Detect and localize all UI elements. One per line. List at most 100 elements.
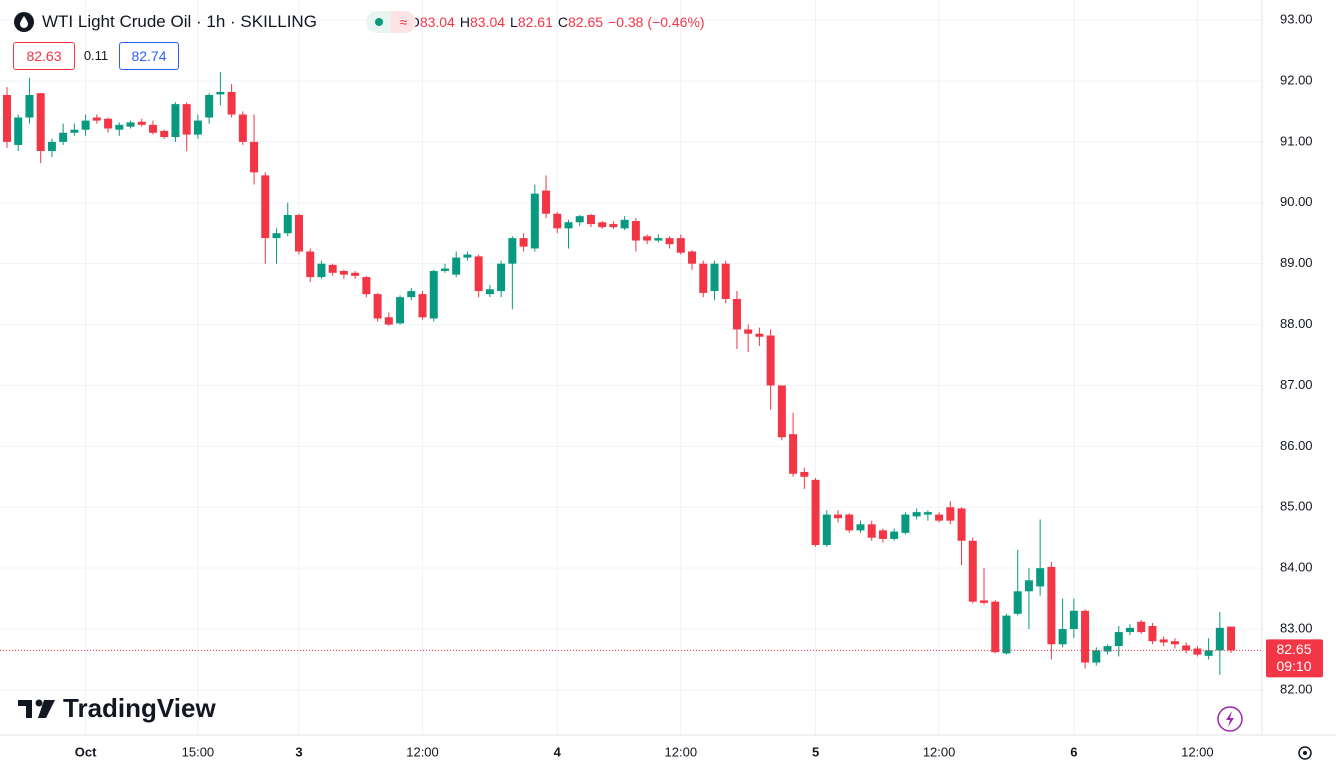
settings-button[interactable] [1298, 746, 1312, 760]
sell-button[interactable]: 82.63 [13, 42, 75, 70]
legend-label: L [510, 14, 518, 30]
candle-body [1013, 591, 1022, 614]
candle-body [1215, 627, 1224, 651]
candle-body [665, 238, 674, 245]
candle-body [811, 479, 820, 546]
candle-body [463, 254, 472, 258]
candle-body [283, 214, 292, 234]
logo-mark [35, 699, 43, 707]
lightning-button[interactable] [1217, 706, 1243, 732]
candle-body [856, 524, 865, 531]
candle-body [643, 236, 652, 241]
candle-body [1126, 627, 1134, 633]
candle-body [575, 216, 584, 223]
y-tick-label: 82.00 [1280, 681, 1313, 696]
candle-body [1002, 615, 1011, 654]
candle-body [878, 530, 887, 539]
y-tick-label: 85.00 [1280, 499, 1313, 514]
candle-body [59, 132, 68, 142]
candle-body [923, 512, 932, 515]
candles [3, 71, 1236, 675]
candle-body [688, 251, 697, 264]
y-tick-label: 87.00 [1280, 377, 1313, 392]
logo-mark [38, 700, 55, 718]
candle-body [1047, 566, 1056, 645]
candle-body [3, 94, 11, 142]
x-tick-label: 5 [812, 744, 819, 759]
legend-label: H [459, 14, 470, 30]
x-tick-label: 12:00 [665, 744, 698, 759]
candle-body [238, 114, 247, 142]
symbol-title[interactable]: WTI Light Crude Oil · 1h · SKILLING [42, 12, 317, 31]
candle-body [519, 238, 528, 247]
candle-body [1036, 568, 1045, 587]
legend-value: 83.04 [419, 14, 455, 30]
x-tick-label: 12:00 [923, 744, 956, 759]
buy-button[interactable]: 82.74 [119, 42, 179, 70]
candle-body [553, 213, 562, 229]
candle-body [1069, 610, 1078, 630]
candle-body [193, 120, 202, 135]
candle-body [339, 270, 348, 275]
candle-body [317, 263, 326, 278]
candle-body [1103, 646, 1112, 652]
candle-body [384, 317, 393, 325]
candle-body [115, 124, 124, 130]
candle-body [1182, 645, 1191, 651]
y-tick-label: 91.00 [1280, 133, 1313, 148]
candle-body [452, 257, 461, 275]
y-tick-label: 84.00 [1280, 560, 1313, 575]
candle-body [654, 238, 663, 241]
y-tick-label: 88.00 [1280, 316, 1313, 331]
candle-body [935, 514, 944, 521]
candle-body [328, 264, 337, 273]
candle-body [564, 222, 573, 229]
candle-body [957, 508, 966, 541]
candle-body [182, 104, 191, 135]
candle-body [867, 524, 876, 538]
legend-value: 82.65 [568, 14, 604, 30]
y-tick-label: 92.00 [1280, 72, 1313, 87]
candle-body [272, 233, 281, 239]
candle-body [104, 118, 113, 129]
candle-body [766, 335, 775, 386]
price-tag-value: 82.65 [1276, 641, 1311, 657]
candle-body [227, 91, 236, 115]
candle-body [755, 333, 764, 337]
candle-body [14, 117, 23, 145]
grid [0, 0, 1262, 735]
x-tick-label: 15:00 [182, 744, 215, 759]
candle-body [890, 531, 899, 539]
candle-body [396, 297, 405, 324]
candle-body [1204, 650, 1213, 656]
legend-label: C [557, 14, 568, 30]
candle-body [676, 238, 685, 253]
x-tick-label: 12:00 [1181, 744, 1214, 759]
candle-body [294, 214, 303, 252]
candle-body [980, 600, 989, 603]
candle-body [1137, 621, 1146, 633]
spread: 0.11 [83, 47, 109, 63]
candle-body [1058, 629, 1067, 645]
y-tick-label: 93.00 [1280, 12, 1313, 27]
candle-body [440, 268, 449, 271]
header: WTI Light Crude Oil · 1h · SKILLING ≈ O8… [14, 10, 710, 34]
candle-body [530, 193, 539, 249]
candle-body [216, 91, 225, 95]
candle-body [407, 291, 416, 298]
candle-body [1081, 610, 1090, 663]
candle-body [497, 263, 506, 292]
candle-body [968, 540, 977, 602]
candle-body [845, 514, 854, 531]
price-tag-timer: 09:10 [1276, 658, 1311, 674]
candle-body [542, 190, 551, 214]
status-pill: ≈ [366, 11, 416, 33]
candle-body [699, 263, 708, 293]
x-tick-label: 4 [554, 744, 562, 759]
candle-body [1148, 625, 1157, 642]
candle-body [744, 329, 753, 334]
candle-body [777, 385, 786, 438]
candle-body [148, 124, 157, 133]
